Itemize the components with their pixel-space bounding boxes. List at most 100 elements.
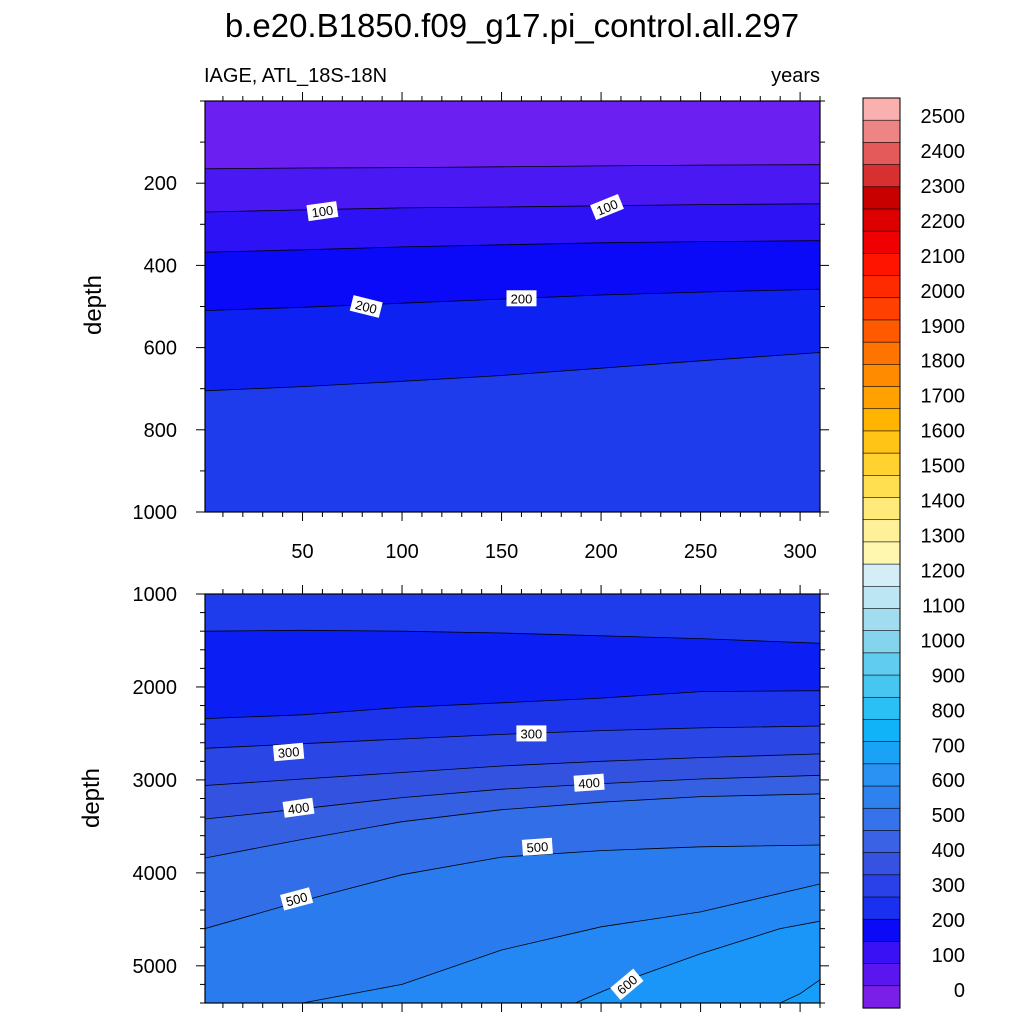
colorbar-box — [862, 985, 901, 1009]
colorbar-label: 600 — [932, 770, 965, 792]
colorbar-box — [862, 430, 901, 454]
colorbar-box — [862, 585, 901, 610]
colorbar-label: 2300 — [921, 176, 966, 198]
contour-label: 100 — [306, 201, 339, 222]
x-tick-label: 300 — [783, 541, 816, 563]
x-tick-label: 100 — [385, 541, 418, 563]
contour-label: 500 — [521, 837, 553, 856]
contour-label: 600 — [610, 968, 644, 1001]
colorbar-label: 2100 — [921, 246, 966, 268]
chart-title: b.e20.B1850.f09_g17.pi_control.all.297 — [225, 7, 799, 44]
colorbar-box — [862, 719, 901, 743]
colorbar-box — [862, 186, 901, 210]
colorbar-label: 900 — [932, 665, 965, 687]
colorbar-box — [862, 696, 901, 721]
contour-label: 200 — [349, 295, 383, 318]
colorbar-label: 1800 — [921, 351, 966, 373]
svg-text:300: 300 — [521, 726, 543, 741]
upper-y-axis-label: depth — [80, 275, 107, 335]
y-tick-label: 3000 — [133, 770, 178, 792]
y-tick-label: 600 — [144, 338, 177, 360]
colorbar-box — [862, 341, 901, 365]
svg-text:500: 500 — [526, 839, 549, 855]
variable-region-label: IAGE, ATL_18S-18N — [204, 65, 387, 87]
colorbar-label: 500 — [932, 805, 965, 827]
colorbar-box — [862, 519, 901, 543]
contour-label: 400 — [282, 797, 315, 818]
colorbar-box — [862, 941, 901, 965]
colorbar-label: 1600 — [921, 421, 966, 443]
svg-text:400: 400 — [578, 775, 601, 791]
svg-text:100: 100 — [311, 203, 335, 221]
colorbar-box — [862, 830, 901, 854]
contour-line — [205, 288, 820, 311]
colorbar-label: 700 — [932, 735, 965, 757]
colorbar-box — [862, 497, 901, 521]
contour-band — [205, 352, 820, 512]
colorbar-label: 100 — [932, 945, 965, 967]
colorbar-box — [862, 142, 901, 166]
contour-line — [205, 753, 820, 786]
contour-label: 400 — [573, 773, 605, 792]
colorbar-box — [862, 541, 901, 565]
svg-text:300: 300 — [277, 744, 300, 761]
y-tick-label: 800 — [144, 420, 177, 442]
colorbar-box — [862, 386, 901, 410]
svg-text:500: 500 — [284, 889, 309, 909]
colorbar-box — [862, 452, 901, 476]
contour-line — [205, 690, 820, 719]
x-tick-label: 250 — [684, 541, 717, 563]
contour-band — [780, 979, 820, 1003]
colorbar-label: 1100 — [922, 595, 965, 617]
colorbar-box — [862, 874, 901, 898]
y-tick-label: 1000 — [133, 502, 178, 524]
colorbar: 0 100 200 300 400 500 600 700 800 900 1000 1100 1200… — [862, 97, 966, 1009]
svg-text:200: 200 — [511, 291, 533, 306]
colorbar-box — [862, 408, 901, 432]
colorbar-box — [862, 763, 901, 787]
units-label: years — [771, 65, 820, 87]
colorbar-box — [862, 652, 901, 676]
contour-line — [205, 203, 820, 213]
colorbar-box — [862, 896, 901, 920]
colorbar-label: 200 — [932, 910, 965, 932]
colorbar-box — [862, 164, 901, 188]
colorbar-box — [862, 275, 901, 299]
colorbar-box — [862, 674, 901, 698]
colorbar-box — [862, 230, 901, 254]
contour-line — [205, 240, 820, 253]
colorbar-label: 2500 — [921, 106, 966, 128]
colorbar-label: 2200 — [921, 211, 966, 233]
colorbar-box — [862, 963, 901, 987]
colorbar-box — [862, 208, 901, 232]
colorbar-box — [862, 475, 901, 499]
colorbar-box — [862, 785, 901, 809]
lower-y-axis-label: depth — [78, 768, 105, 828]
colorbar-box — [862, 253, 901, 277]
colorbar-label: 1900 — [921, 316, 966, 338]
colorbar-label: 2400 — [921, 141, 966, 163]
colorbar-label: 400 — [932, 840, 965, 862]
contour-line — [205, 352, 820, 392]
x-tick-label: 50 — [291, 541, 313, 563]
colorbar-label: 1300 — [921, 526, 966, 548]
colorbar-box — [862, 918, 901, 943]
colorbar-label: 0 — [954, 980, 965, 1002]
x-tick-label: 200 — [584, 541, 617, 563]
contour-line — [205, 629, 820, 644]
x-tick-label: 150 — [485, 541, 518, 563]
colorbar-box — [862, 608, 901, 632]
colorbar-box — [862, 297, 901, 321]
contour-label: 200 — [506, 290, 537, 307]
y-tick-label: 5000 — [133, 956, 178, 978]
colorbar-label: 300 — [932, 875, 965, 897]
contour-line — [205, 793, 820, 859]
contour-label: 300 — [272, 742, 305, 762]
colorbar-box — [862, 563, 901, 587]
colorbar-label: 1500 — [921, 456, 966, 478]
contour-line — [205, 164, 820, 170]
svg-text:200: 200 — [354, 297, 379, 317]
y-tick-label: 200 — [144, 173, 177, 195]
